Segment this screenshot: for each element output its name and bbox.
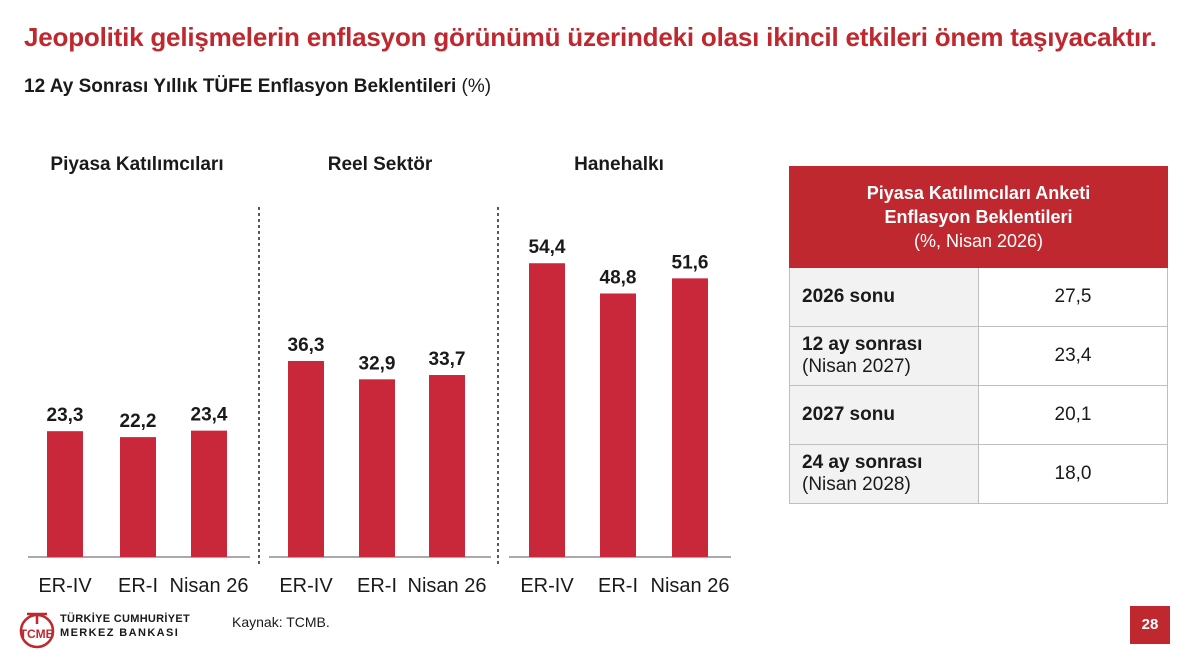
bar-value-label: 54,4	[529, 237, 566, 258]
table-header-title-line2: Enflasyon Beklentileri	[884, 207, 1073, 227]
category-label: ER-I	[357, 575, 397, 597]
bank-name-line1: TÜRKİYE CUMHURİYET	[60, 613, 191, 625]
expectations-bar-chart: Piyasa Katılımcıları 23,3 ER-IV 22,2 ER-I 23,…	[28, 154, 731, 597]
chart-subtitle: 12 Ay Sonrası Yıllık TÜFE Enflasyon Bekl…	[24, 76, 491, 98]
subtitle-unit: (%)	[461, 76, 492, 97]
bar	[120, 437, 156, 557]
panel-title: Piyasa Katılımcıları	[50, 154, 223, 175]
tcmb-logo-icon: TCMB	[20, 612, 55, 649]
row-sublabel: (Nisan 2027)	[802, 356, 911, 377]
category-label: Nisan 26	[651, 575, 730, 597]
bar	[47, 431, 83, 557]
panel-title: Hanehalkı	[574, 154, 664, 175]
row-label-cell: 2027 sonu	[789, 385, 979, 445]
source-note: Kaynak: TCMB.	[232, 614, 330, 630]
table-row: 2027 sonu 20,1	[789, 385, 1168, 445]
row-label-cell: 24 ay sonrası (Nisan 2028)	[789, 444, 979, 504]
table-row: 2026 sonu 27,5	[789, 267, 1168, 327]
bar	[191, 430, 227, 557]
row-value: 27,5	[978, 267, 1168, 327]
category-label: Nisan 26	[170, 575, 249, 597]
category-label: ER-IV	[38, 575, 92, 597]
bar-value-label: 36,3	[288, 335, 325, 356]
subtitle-text: 12 Ay Sonrası Yıllık TÜFE Enflasyon Bekl…	[24, 76, 457, 97]
row-label: 2026 sonu	[802, 286, 895, 307]
category-label: ER-IV	[279, 575, 333, 597]
row-value: 18,0	[978, 444, 1168, 504]
bar-value-label: 33,7	[429, 349, 466, 370]
bar-value-label: 23,3	[47, 405, 84, 426]
table-row: 24 ay sonrası (Nisan 2028) 18,0	[789, 444, 1168, 504]
page-headline: Jeopolitik gelişmelerin enflasyon görünü…	[24, 22, 1157, 52]
panel-title: Reel Sektör	[328, 154, 433, 175]
table-header-row: Piyasa Katılımcıları Anketi Enflasyon Be…	[789, 166, 1168, 268]
table-row: 12 ay sonrası (Nisan 2027) 23,4	[789, 326, 1168, 386]
bar	[288, 360, 324, 557]
bar-value-label: 22,2	[120, 411, 157, 432]
bank-name-line2: MERKEZ BANKASI	[60, 627, 180, 639]
row-value: 23,4	[978, 326, 1168, 386]
row-value: 20,1	[978, 385, 1168, 445]
category-label: ER-IV	[520, 575, 574, 597]
bar	[672, 278, 708, 557]
table-header: Piyasa Katılımcıları Anketi Enflasyon Be…	[789, 166, 1168, 268]
row-label: 12 ay sonrası	[802, 334, 923, 355]
bar-value-label: 48,8	[600, 267, 637, 288]
bar	[429, 375, 465, 557]
category-label: ER-I	[598, 575, 638, 597]
logo-mark-text: TCMB	[20, 627, 55, 641]
row-label-cell: 2026 sonu	[789, 267, 979, 327]
bar	[359, 379, 395, 557]
survey-expectations-table: Piyasa Katılımcıları Anketi Enflasyon Be…	[789, 166, 1168, 504]
bar-value-label: 32,9	[359, 353, 396, 374]
table-header-title-line1: Piyasa Katılımcıları Anketi	[866, 183, 1091, 203]
table-header-unit: (%, Nisan 2026)	[913, 231, 1044, 251]
row-label: 24 ay sonrası	[802, 452, 923, 473]
bar-value-label: 23,4	[191, 405, 228, 426]
bar	[529, 263, 565, 557]
row-label: 2027 sonu	[802, 404, 895, 425]
page-number: 28	[1130, 606, 1170, 644]
category-label: Nisan 26	[408, 575, 487, 597]
row-sublabel: (Nisan 2028)	[802, 474, 911, 495]
bar	[600, 293, 636, 557]
row-label-cell: 12 ay sonrası (Nisan 2027)	[789, 326, 979, 386]
category-label: ER-I	[118, 575, 158, 597]
bar-value-label: 51,6	[672, 252, 709, 273]
